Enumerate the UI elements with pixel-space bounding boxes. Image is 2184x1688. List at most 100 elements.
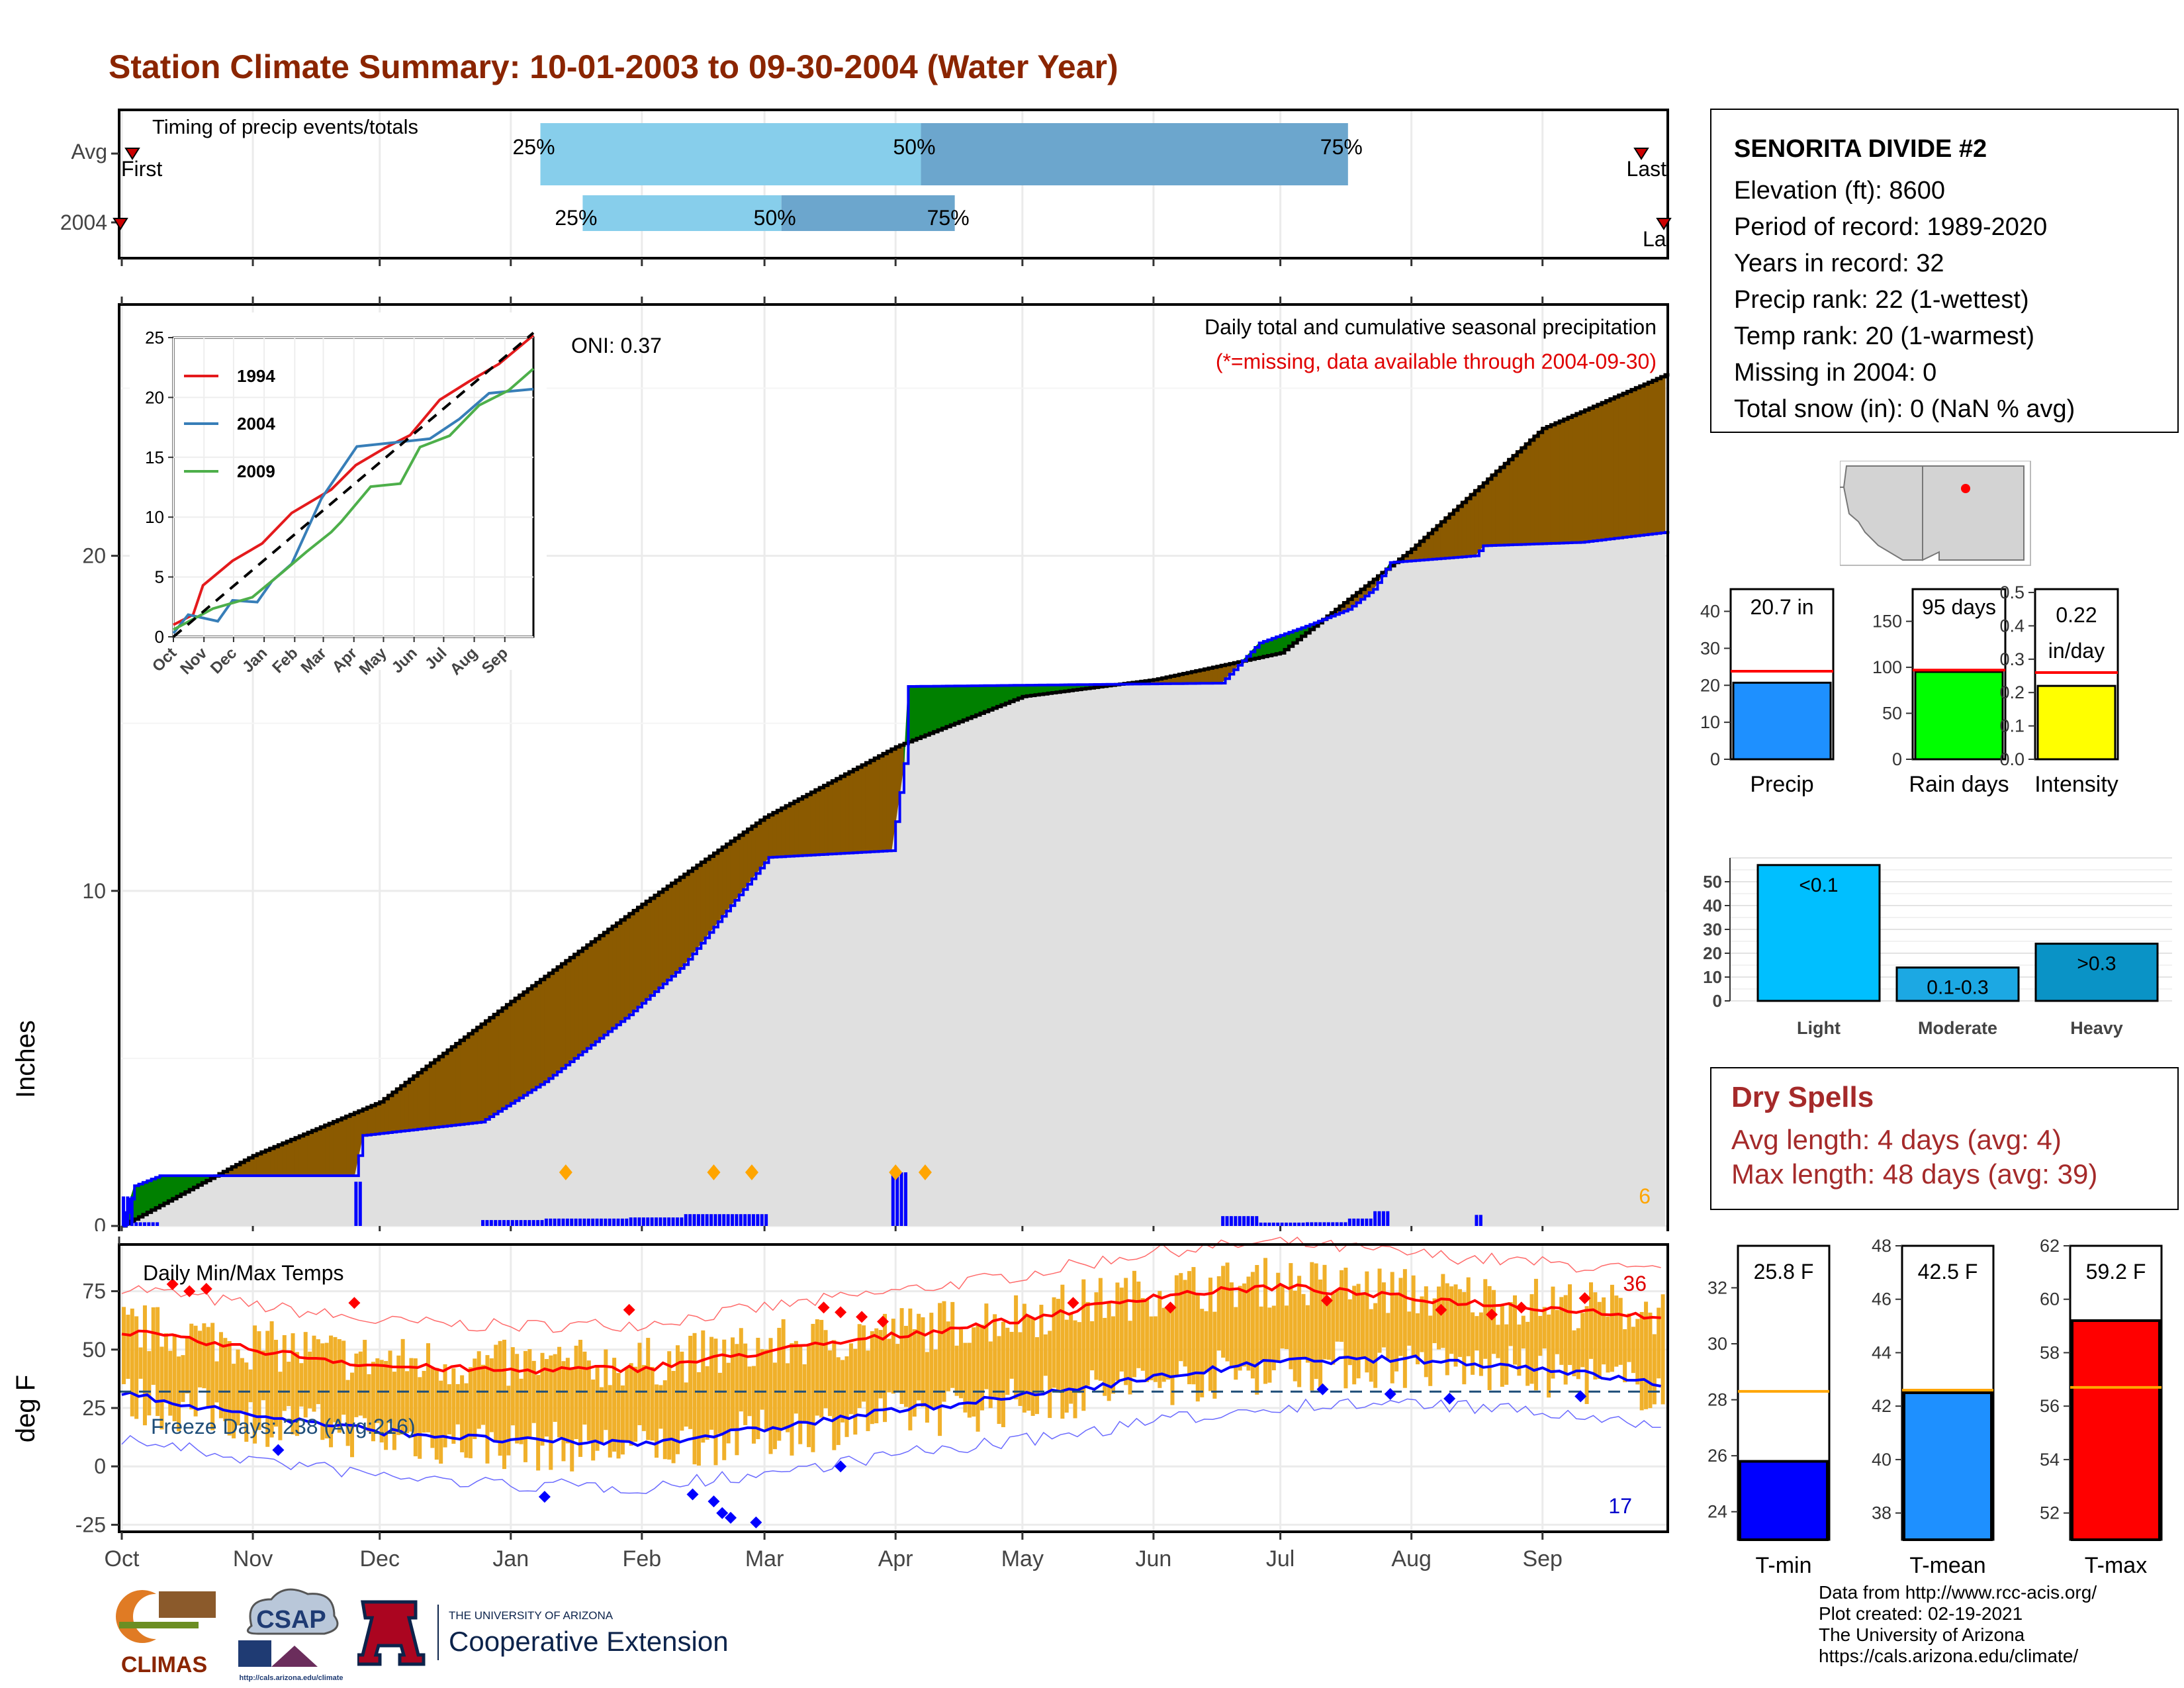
daily-precip-bar <box>726 1214 730 1226</box>
daily-precip-bar <box>667 1217 671 1226</box>
cumulative-diff-band <box>933 686 938 733</box>
daily-precip-bar <box>717 1214 721 1226</box>
daily-precip-bar <box>130 1196 134 1226</box>
daily-temp-range-bar <box>1635 1319 1640 1385</box>
daily-temp-range-bar <box>836 1357 841 1445</box>
daily-precip-bar <box>1340 1222 1343 1226</box>
timing-marker <box>113 218 128 230</box>
cumulative-diff-band <box>823 782 829 855</box>
temp-ytick-label: -25 <box>75 1513 106 1536</box>
daily-temp-range-bar <box>912 1329 917 1417</box>
month-label: Feb <box>623 1546 662 1571</box>
cumulative-diff-band <box>337 1117 342 1176</box>
daily-temp-range-bar <box>1124 1278 1128 1385</box>
cumulative-diff-band <box>1559 418 1565 544</box>
cumulative-diff-band <box>1508 455 1514 545</box>
daily-temp-range-bar <box>358 1351 363 1416</box>
tsum-ytick-label: 46 <box>1872 1289 1891 1309</box>
cumulative-diff-band <box>806 791 811 856</box>
cumulative-diff-band <box>477 1023 482 1123</box>
tsum-bar-t-min <box>1739 1460 1829 1542</box>
daily-temp-range-bar <box>232 1364 236 1438</box>
daily-temp-range-bar <box>717 1372 722 1434</box>
daily-temp-range-bar <box>1098 1278 1103 1381</box>
daily-temp-range-bar <box>299 1363 304 1407</box>
cumulative-diff-band <box>802 794 807 856</box>
cumulative-diff-band <box>472 1027 478 1124</box>
daily-temp-range-bar <box>662 1380 667 1460</box>
events-category-label: Heavy <box>2070 1018 2123 1038</box>
record-low-marker <box>750 1516 762 1528</box>
daily-precip-bar <box>675 1217 679 1226</box>
daily-precip-bar <box>1234 1216 1238 1226</box>
daily-temp-range-bar <box>1394 1293 1399 1372</box>
daily-temp-range-bar <box>536 1375 541 1471</box>
daily-precip-bar <box>510 1220 514 1226</box>
cumulative-diff-band <box>776 807 782 858</box>
daily-temp-range-bar <box>1508 1301 1513 1346</box>
cumulative-diff-band <box>159 1175 165 1206</box>
daily-temp-range-bar <box>439 1380 443 1464</box>
temp-ytick-label: 0 <box>94 1454 106 1478</box>
cumulative-diff-band <box>865 759 871 853</box>
daily-temp-range-bar <box>295 1352 299 1436</box>
daily-precip-bar <box>523 1220 527 1226</box>
tsum-ytick-label: 44 <box>1872 1342 1891 1362</box>
daily-temp-range-bar <box>489 1358 494 1432</box>
cumulative-diff-band <box>870 757 875 853</box>
cold-count: 17 <box>1608 1494 1632 1518</box>
timing-bar-q2 <box>781 195 955 231</box>
cumulative-diff-band <box>586 941 592 1049</box>
record-low-marker <box>1316 1383 1329 1395</box>
cumulative-diff-band <box>679 873 685 970</box>
inset-ytick-label: 0 <box>155 627 164 647</box>
daily-temp-range-bar <box>786 1363 790 1432</box>
daily-temp-range-bar <box>1340 1270 1344 1342</box>
daily-temp-range-bar <box>287 1362 291 1407</box>
daily-temp-range-bar <box>549 1355 553 1470</box>
ua-a-icon <box>357 1600 426 1666</box>
daily-temp-range-bar <box>731 1337 735 1429</box>
daily-temp-range-bar <box>735 1344 739 1456</box>
inset-ytick-label: 20 <box>145 387 164 407</box>
daily-temp-range-bar <box>426 1343 431 1432</box>
daily-temp-range-bar <box>997 1336 1001 1425</box>
cumulative-diff-band <box>569 953 575 1063</box>
mini-value-label: 95 days <box>1922 595 1996 619</box>
cumulative-diff-band <box>1542 426 1547 544</box>
cumulative-diff-band <box>455 1039 461 1125</box>
daily-temp-range-bar <box>494 1344 498 1441</box>
daily-precip-bar <box>650 1217 654 1226</box>
daily-precip-bar <box>696 1214 700 1226</box>
daily-temp-range-bar <box>1343 1268 1348 1389</box>
daily-temp-range-bar <box>1483 1279 1488 1359</box>
daily-temp-range-bar <box>899 1308 904 1405</box>
daily-temp-range-bar <box>984 1303 989 1389</box>
obs-cumulative-line <box>122 531 1670 1227</box>
daily-precip-bar <box>756 1214 760 1226</box>
oni-label: ONI: 0.37 <box>571 334 662 357</box>
daily-precip-bar <box>659 1217 662 1226</box>
csap-url: http://cals.arizona.edu/climate <box>239 1674 343 1682</box>
daily-record-marker <box>889 1164 903 1181</box>
mini-ytick-label: 0 <box>1710 749 1720 769</box>
daily-precip-bar <box>544 1218 548 1226</box>
daily-temp-range-bar <box>743 1343 748 1425</box>
timing-row-2004: 2004 <box>60 211 107 234</box>
tsum-ytick-label: 28 <box>1707 1390 1727 1410</box>
cumulative-diff-band <box>506 1000 512 1107</box>
daily-precip-bar <box>1377 1211 1381 1226</box>
daily-temp-range-bar <box>764 1349 769 1432</box>
daily-precip-bar <box>1326 1222 1330 1226</box>
cumulative-diff-band <box>641 900 647 1004</box>
inset-avg-line <box>172 332 535 638</box>
daily-temp-range-bar <box>1652 1334 1657 1405</box>
daily-temp-range-bar <box>1085 1301 1090 1386</box>
daily-precip-bar <box>553 1218 557 1226</box>
credit-line: Data from http://www.rcc-acis.org/ <box>1819 1582 2097 1603</box>
daily-temp-range-bar <box>705 1366 709 1440</box>
cumulative-diff-band <box>468 1029 473 1124</box>
events-bar-heavy <box>2034 943 2159 1002</box>
cumulative-diff-band <box>971 685 977 718</box>
